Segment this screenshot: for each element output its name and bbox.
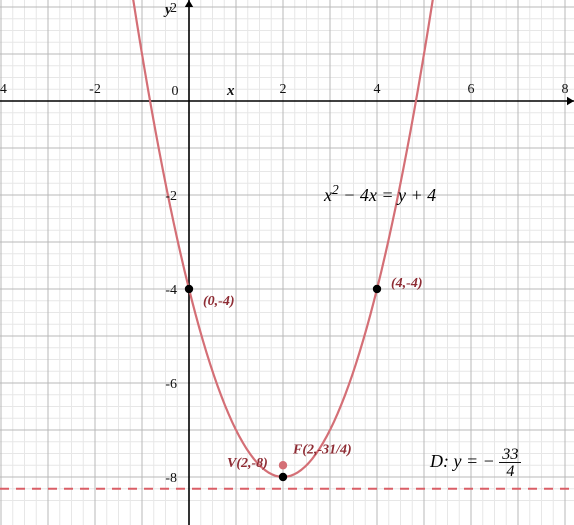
- point-label-vertex: V(2,-8): [227, 456, 268, 471]
- x-tick-6: 6: [468, 82, 475, 97]
- y-tick--2: -2: [165, 189, 177, 204]
- dir-frac-den: 4: [499, 463, 521, 479]
- x-tick-2: 2: [280, 82, 287, 97]
- x-tick--4: -4: [0, 82, 7, 97]
- x-tick-4: 4: [374, 82, 381, 97]
- x-tick--2: -2: [89, 82, 101, 97]
- point-label-intercept-0-neg4: (0,-4): [203, 294, 235, 309]
- point-label-sym-4-neg4: (4,-4): [391, 276, 423, 291]
- directrix-label: D: y = − 334: [430, 446, 521, 479]
- y-tick--6: -6: [165, 377, 177, 392]
- point-intercept-0-neg4: [185, 285, 193, 293]
- x-tick-8: 8: [562, 82, 569, 97]
- dir-prefix: D: y =: [430, 451, 483, 471]
- equation-label: x2 − 4x = y + 4: [324, 182, 436, 206]
- parabola: [0, 0, 574, 477]
- y-axis-name: y: [163, 2, 172, 18]
- plotted-points: (0,-4) (4,-4) V(2,-8) F(2,-31/4): [185, 276, 423, 481]
- point-sym-4-neg4: [373, 285, 381, 293]
- eq-rest: − 4x = y + 4: [339, 185, 436, 205]
- point-vertex: [279, 473, 287, 481]
- point-label-focus: F(2,-31/4): [292, 442, 352, 457]
- x-axis-name: x: [226, 83, 235, 99]
- eq-var: x: [324, 185, 332, 205]
- y-tick--8: -8: [165, 471, 177, 486]
- dir-frac-num: 33: [499, 446, 521, 463]
- parabola-curve: [0, 0, 574, 477]
- origin-label: 0: [172, 84, 179, 99]
- y-tick--4: -4: [165, 283, 177, 298]
- eq-sup: 2: [332, 182, 339, 197]
- point-focus: [279, 461, 287, 469]
- dir-fraction: 334: [499, 446, 521, 479]
- dir-sign: −: [483, 451, 500, 471]
